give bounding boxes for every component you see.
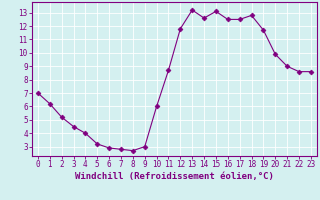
X-axis label: Windchill (Refroidissement éolien,°C): Windchill (Refroidissement éolien,°C) bbox=[75, 172, 274, 181]
